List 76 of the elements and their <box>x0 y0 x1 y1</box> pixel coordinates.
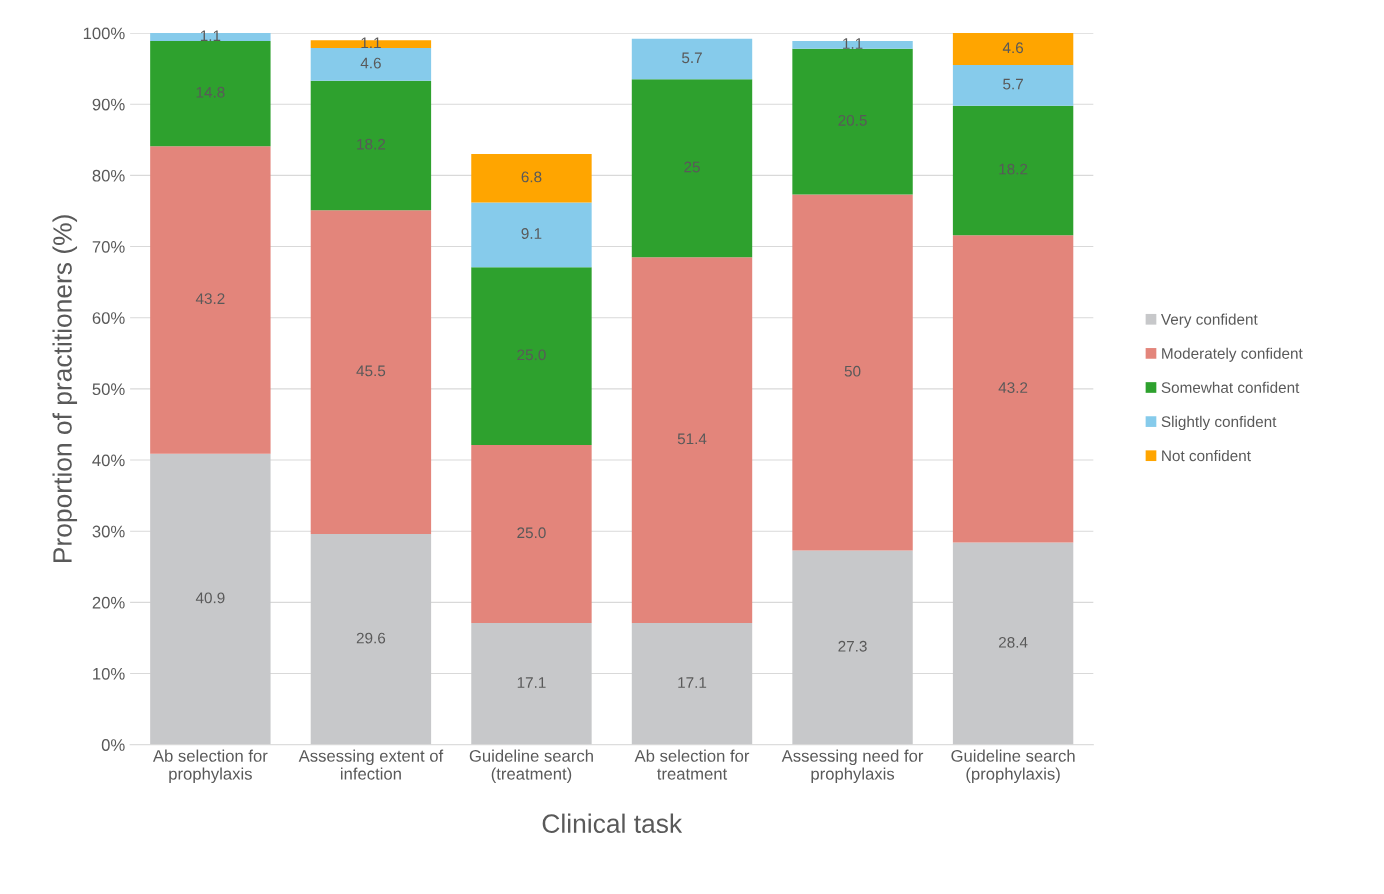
x-tick-label: Assessing need for prophylaxis <box>781 749 924 784</box>
bar <box>631 79 753 258</box>
data-label: 51.4 <box>677 433 707 445</box>
bar <box>471 154 592 203</box>
data-label: 25.0 <box>517 527 546 539</box>
data-label: 50 <box>844 365 861 377</box>
bar <box>952 65 1074 106</box>
x-axis-title: Clinical task <box>542 813 683 833</box>
bar <box>631 623 753 745</box>
data-label: 1.1 <box>361 37 381 49</box>
legend-label: Slightly confident <box>1161 415 1277 431</box>
legend-label: Not confident <box>1162 449 1251 462</box>
bar <box>150 40 271 147</box>
data-label: 4.6 <box>1002 42 1024 54</box>
bar <box>792 48 913 195</box>
bar <box>310 534 432 745</box>
bar <box>952 33 1074 66</box>
bar <box>310 80 432 211</box>
y-tick-label: 30% <box>92 525 125 538</box>
legend-label: Moderately confident <box>1162 347 1303 362</box>
bar <box>150 453 271 745</box>
bar <box>631 257 753 624</box>
bar <box>792 194 913 551</box>
data-label: 14.8 <box>196 86 225 98</box>
data-label: 5.7 <box>1003 78 1023 90</box>
bar <box>310 210 432 535</box>
data-label: 4.6 <box>360 57 381 69</box>
bar <box>952 542 1074 745</box>
bar <box>792 40 913 49</box>
data-label: 43.2 <box>195 293 225 305</box>
bar <box>471 623 592 745</box>
x-tick-label: Guideline search (prophylaxis) <box>951 749 1075 784</box>
data-label: 1.1 <box>843 38 863 49</box>
y-tick-label: 100% <box>83 27 125 40</box>
data-label: 18.2 <box>999 163 1028 175</box>
bar <box>952 105 1074 236</box>
data-label: 25 <box>684 161 700 173</box>
data-label: 18.2 <box>357 138 386 150</box>
x-tick-label: Guideline search (treatment) <box>469 749 593 784</box>
y-tick-label: 0% <box>101 739 125 751</box>
x-tick-label: Ab selection for prophylaxis <box>152 749 268 784</box>
y-tick-label: 70% <box>92 240 125 253</box>
y-tick-label: 40% <box>92 454 125 467</box>
bar <box>471 267 592 446</box>
data-label: 45.5 <box>356 365 386 377</box>
x-tick-label: Ab selection for treatment <box>634 749 750 780</box>
y-tick-label: 20% <box>92 596 125 609</box>
data-label: 43.2 <box>998 382 1028 393</box>
data-label: 5.7 <box>681 52 702 64</box>
data-label: 40.9 <box>195 592 225 604</box>
x-tick-label: Assessing extent of infection <box>298 749 444 780</box>
y-tick-label: 60% <box>92 312 125 324</box>
data-label: 29.6 <box>356 632 386 644</box>
data-label: 6.8 <box>521 171 542 183</box>
legend-label: Very confident <box>1160 313 1258 328</box>
y-tick-label: 50% <box>92 383 125 396</box>
data-label: 28.4 <box>998 636 1028 648</box>
bar <box>792 550 913 745</box>
bar <box>631 38 753 80</box>
data-label: 1.1 <box>200 30 221 41</box>
bar <box>952 235 1074 543</box>
y-tick-label: 90% <box>92 98 125 111</box>
y-tick-label: 10% <box>93 667 125 680</box>
bar <box>310 48 432 81</box>
data-label: 9.1 <box>521 228 542 239</box>
y-axis-title: Proportion of practitioners (%) <box>52 215 78 562</box>
data-label: 27.3 <box>838 640 867 652</box>
bar <box>471 202 592 268</box>
data-label: 17.1 <box>678 677 707 688</box>
legend-label: Somewhat confident <box>1161 381 1300 393</box>
data-label: 17.1 <box>517 677 546 688</box>
bar <box>471 445 592 624</box>
bar <box>150 146 271 454</box>
y-tick-label: 80% <box>92 169 125 182</box>
data-label: 20.5 <box>838 114 867 126</box>
data-label: 25.0 <box>517 349 546 361</box>
